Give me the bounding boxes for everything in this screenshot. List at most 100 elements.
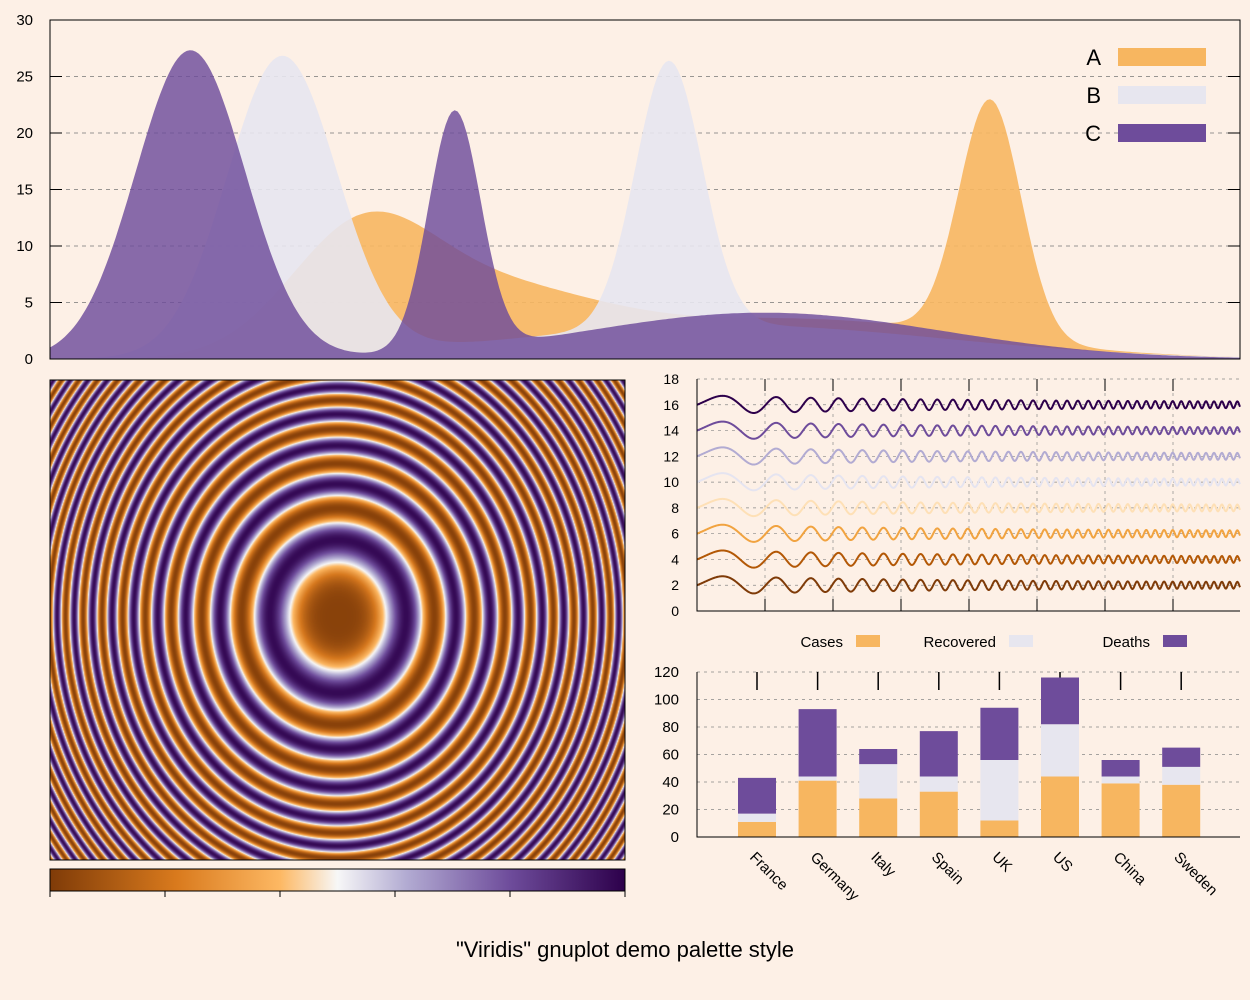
bar-stacks bbox=[738, 677, 1201, 837]
waves-y-tick-label: 18 bbox=[663, 371, 679, 387]
density-y-tick-label: 25 bbox=[16, 69, 33, 86]
bar-deaths-france bbox=[738, 777, 776, 814]
wave-line-4 bbox=[696, 549, 1241, 569]
density-y-tick-label: 30 bbox=[16, 12, 33, 29]
bar-legend-swatch-cases bbox=[856, 635, 880, 647]
waves-y-tick-label: 16 bbox=[663, 397, 679, 413]
bar-y-tick-label: 120 bbox=[654, 664, 679, 681]
bar-recovered-uk bbox=[980, 760, 1019, 821]
bar-legend-swatch-recovered bbox=[1009, 635, 1033, 647]
wave-line-6 bbox=[696, 523, 1241, 543]
bar-deaths-uk bbox=[980, 707, 1019, 760]
bar-legend-label-cases: Cases bbox=[800, 634, 843, 651]
bar-y-tick-label: 60 bbox=[662, 747, 679, 764]
bar-deaths-italy bbox=[859, 749, 898, 765]
waves-gridlines bbox=[697, 378, 1240, 611]
bar-x-tick-label: Sweden bbox=[1170, 849, 1220, 899]
colorbar-ticks bbox=[49, 891, 626, 897]
waves-y-tick-label: 6 bbox=[671, 526, 679, 542]
density-y-tick-label: 15 bbox=[16, 182, 33, 199]
density-area-b bbox=[50, 55, 1240, 359]
bar-deaths-spain bbox=[919, 731, 958, 777]
damped-waves-chart: 0 2 4 6 8 10 12 14 16 18 bbox=[663, 371, 1241, 619]
density-areas bbox=[50, 50, 1240, 360]
legend-label-b: B bbox=[1086, 83, 1101, 108]
wave-line-14 bbox=[696, 420, 1241, 440]
bar-y-tick-label: 40 bbox=[662, 774, 679, 791]
waves-y-tick-label: 8 bbox=[671, 500, 679, 516]
legend-swatch-b bbox=[1118, 86, 1206, 104]
bar-cases-spain bbox=[919, 791, 958, 837]
bar-y-tick-label: 100 bbox=[654, 692, 679, 709]
bar-axes bbox=[696, 672, 1240, 838]
bar-x-tick-label: Germany bbox=[807, 849, 863, 905]
bar-deaths-us bbox=[1041, 677, 1079, 725]
waves-lines bbox=[696, 394, 1241, 595]
density-y-tick-label: 0 bbox=[25, 351, 33, 368]
density-legend: ABC bbox=[1085, 45, 1206, 146]
bar-x-tick-label: France bbox=[746, 849, 791, 894]
wave-line-8 bbox=[696, 497, 1241, 518]
bar-deaths-sweden bbox=[1162, 747, 1201, 767]
bar-recovered-italy bbox=[859, 764, 898, 799]
waves-y-tick-label: 4 bbox=[671, 551, 679, 567]
ripple-heatmap-image bbox=[50, 380, 625, 860]
wave-line-2 bbox=[696, 575, 1241, 595]
wave-line-12 bbox=[696, 446, 1241, 466]
bar-cases-france bbox=[738, 821, 776, 837]
waves-y-tick-label: 12 bbox=[663, 448, 679, 464]
page-title: "Viridis" gnuplot demo palette style bbox=[456, 937, 794, 962]
legend-swatch-a bbox=[1118, 48, 1206, 66]
bar-recovered-germany bbox=[798, 776, 837, 781]
colorbar bbox=[49, 868, 626, 892]
bar-y-tick-label: 0 bbox=[671, 829, 679, 846]
waves-y-tick-label: 14 bbox=[663, 423, 679, 439]
waves-y-tick-labels: 0 2 4 6 8 10 12 14 16 18 bbox=[663, 371, 679, 619]
bar-recovered-us bbox=[1041, 724, 1079, 777]
waves-axes bbox=[696, 379, 1240, 612]
bar-cases-germany bbox=[798, 780, 837, 837]
bar-x-tick-label: China bbox=[1110, 849, 1150, 889]
bar-cases-china bbox=[1101, 783, 1140, 837]
bar-y-tick-labels: 0 20 40 60 80 100 120 bbox=[654, 664, 679, 846]
waves-y-tick-label: 10 bbox=[663, 474, 679, 490]
density-chart: 0 5 10 15 20 25 30 ABC bbox=[16, 12, 1241, 368]
bar-cases-italy bbox=[859, 798, 898, 837]
density-y-tick-label: 10 bbox=[16, 238, 33, 255]
bar-recovered-spain bbox=[919, 776, 958, 792]
bar-x-tick-labels: France Germany Italy Spain UK US China Sweden bbox=[746, 849, 1221, 905]
wave-line-10 bbox=[696, 472, 1241, 492]
waves-y-tick-label: 2 bbox=[671, 577, 679, 593]
stacked-bar-chart: Cases Recovered Deaths 0 20 40 60 80 100 120 Fra… bbox=[654, 634, 1240, 905]
density-y-tick-label: 5 bbox=[25, 295, 33, 312]
bar-gridlines bbox=[697, 671, 1240, 810]
bar-x-tick-label: US bbox=[1049, 849, 1076, 876]
bar-cases-us bbox=[1041, 776, 1079, 837]
legend-label-a: A bbox=[1086, 45, 1101, 70]
bar-y-tick-label: 80 bbox=[662, 719, 679, 736]
density-frame bbox=[49, 19, 1241, 360]
bar-legend-swatch-deaths bbox=[1163, 635, 1187, 647]
bar-y-tick-label: 20 bbox=[662, 802, 679, 819]
density-y-tick-label: 20 bbox=[16, 125, 33, 142]
bar-recovered-china bbox=[1101, 776, 1140, 784]
bar-cases-uk bbox=[980, 820, 1019, 837]
bar-x-tick-label: Spain bbox=[928, 849, 967, 888]
waves-y-tick-label: 0 bbox=[671, 603, 679, 619]
bar-recovered-sweden bbox=[1162, 766, 1201, 785]
bar-legend: Cases Recovered Deaths bbox=[800, 634, 1187, 651]
density-y-tick-labels: 0 5 10 15 20 25 30 bbox=[16, 12, 33, 368]
wave-line-16 bbox=[696, 394, 1241, 414]
bar-deaths-china bbox=[1101, 760, 1140, 777]
bar-legend-label-deaths: Deaths bbox=[1102, 634, 1150, 651]
ripple-heatmap bbox=[49, 379, 626, 897]
bar-recovered-france bbox=[738, 813, 776, 822]
bar-x-tick-label: UK bbox=[989, 849, 1016, 876]
bar-deaths-germany bbox=[798, 709, 837, 777]
bar-x-tick-label: Italy bbox=[867, 849, 899, 881]
ripple-frame bbox=[49, 379, 626, 861]
density-area-c bbox=[50, 50, 1240, 360]
bar-cases-sweden bbox=[1162, 784, 1201, 837]
legend-swatch-c bbox=[1118, 124, 1206, 142]
